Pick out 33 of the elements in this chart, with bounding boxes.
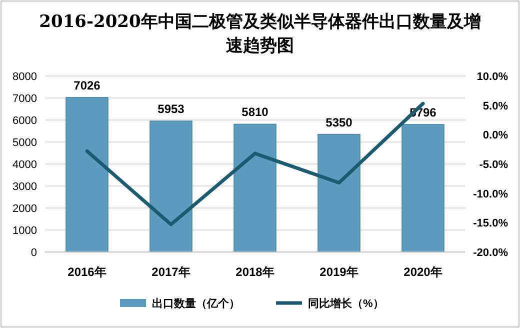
y-tick-label: 6000 (12, 115, 37, 127)
y2-tick-label: -20.0% (473, 247, 508, 259)
data-label: 5810 (242, 105, 269, 120)
x-tick-label: 2017年 (152, 265, 190, 279)
x-tick-label: 2018年 (236, 265, 274, 279)
y-tick-label: 8000 (12, 71, 37, 83)
y2-tick-label: -10.0% (473, 188, 508, 200)
data-label: 5953 (158, 102, 185, 116)
bar (234, 124, 276, 252)
x-tick-label: 2019年 (320, 265, 358, 279)
bar (318, 134, 360, 252)
bar (66, 97, 108, 252)
y-tick-label: 0 (30, 247, 37, 259)
y-tick-label: 1000 (12, 225, 37, 237)
y2-tick-label: -15.0% (473, 218, 508, 230)
y-tick-label: 2000 (12, 203, 37, 215)
x-tick-label: 2016年 (68, 265, 106, 279)
legend-label: 出口数量（亿个） (152, 297, 240, 310)
data-label: 7026 (74, 78, 101, 92)
y2-tick-label: 10.0% (476, 71, 508, 83)
data-label: 5350 (326, 115, 353, 130)
legend-label: 同比增长（%） (308, 297, 384, 310)
y-tick-label: 5000 (12, 137, 37, 149)
y-tick-label: 7000 (12, 93, 37, 105)
y2-tick-label: 0.0% (482, 130, 508, 142)
bar (402, 124, 444, 252)
bar (150, 120, 192, 252)
y2-tick-label: 5.0% (482, 100, 508, 112)
title: 2016-2020年中国二极管及类似半导体器件出口数量及增速趋势图 (39, 12, 481, 56)
y-tick-label: 3000 (12, 181, 37, 193)
y-tick-label: 4000 (12, 159, 37, 171)
y2-tick-label: -5.0% (479, 159, 508, 171)
x-tick-label: 2020年 (404, 265, 442, 279)
